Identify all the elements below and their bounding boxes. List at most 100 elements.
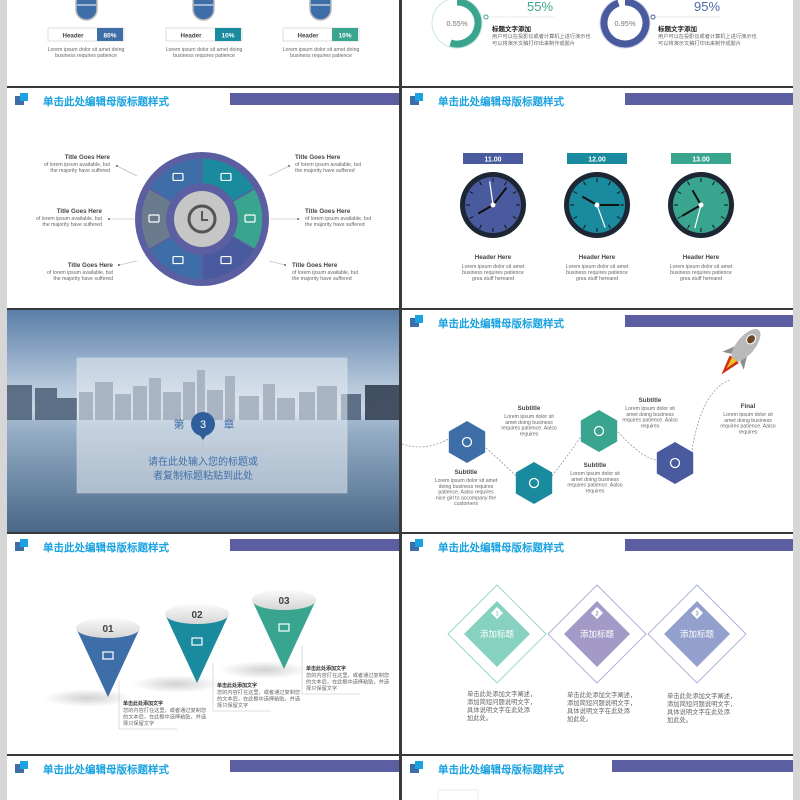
diamond-desc-line: 添加简短问题说明文字，: [567, 698, 636, 707]
clock-hand: [691, 189, 702, 206]
slide-title: 单击此处编辑母版标题样式: [438, 317, 564, 330]
label-line: the majority have suffered: [305, 222, 365, 228]
chapter-suffix: 章: [224, 417, 235, 431]
chapter-graphic: 第 3 章 请在此处输入您的标题或 者复制标题粘贴到此处: [7, 310, 399, 532]
slide-cones[interactable]: 单击此处编辑母版标题样式 01 单击此处添加文字 您的内容打在这里，或者通过复制您的…: [7, 534, 399, 754]
slide-diamonds[interactable]: 单击此处编辑母版标题样式 1 添加标题 单击此处添加文字阐述， 添加简短问题说明文字，…: [402, 534, 793, 754]
title-bar: [612, 760, 793, 772]
row-divider: [7, 86, 793, 88]
step-desc-line: Lorem ipsum dolor sit: [625, 406, 675, 412]
cone-desc-line: 的文本后，在此框中选择粘贴，并选: [123, 713, 206, 721]
step-desc-line: Lorem ipsum dolor sit: [504, 414, 554, 420]
bar-chart-icon: [244, 214, 256, 223]
ring-value: 95%: [694, 0, 720, 14]
cone-desc-line: 的文本后，在此框中选择粘贴，并选: [306, 678, 389, 686]
desc-line: Lorem ipsum dolor sit amet doing: [48, 47, 125, 53]
wheel-segment: [140, 187, 173, 251]
logo-icon: [410, 96, 419, 105]
clock-2: 12.00 Header Here Lorem ipsum dolor sit am…: [564, 153, 630, 282]
diamond-number: 2: [595, 612, 599, 618]
label-line: of lorem ipsum available, but: [36, 216, 103, 222]
cone-number: 03: [278, 596, 290, 607]
wheel-graphic: 单击此处编辑母版标题样式 Title Goes Here of lorem ips…: [15, 93, 399, 286]
label-line: the majority have suffered: [53, 276, 113, 282]
slide-wheel[interactable]: 单击此处编辑母版标题样式 Title Goes Here of lorem ips…: [7, 88, 399, 308]
clock-hand: [489, 181, 494, 206]
clock-hand: [581, 195, 598, 206]
title-bar: [625, 539, 793, 551]
desc-line: 可以将演示文稿打印出来制作成胶片: [658, 39, 741, 47]
label-title: Title Goes Here: [68, 262, 114, 269]
diamond-title-shape[interactable]: [464, 601, 530, 667]
cone-desc-line: 择只保留文字: [217, 701, 248, 709]
slide-header-graphic: 单击此处编辑母版标题样式: [15, 760, 399, 776]
chapter-title-line[interactable]: 者复制标题粘贴到此处: [153, 469, 253, 482]
step-title: Subtitle: [584, 462, 607, 469]
slide-chapter[interactable]: 第 3 章 请在此处输入您的标题或 者复制标题粘贴到此处: [7, 310, 399, 532]
header-box-1: Header 80% Lorem ipsum dolor sit amet do…: [47, 27, 125, 59]
step-desc-line: requires patience. Aalso: [501, 426, 556, 432]
step-desc-line: requires patience. Aalso: [720, 424, 775, 430]
column-divider: [399, 0, 402, 800]
clock-3: 13.00 Header Here Lorem ipsum dolor sit am…: [668, 153, 734, 282]
step-hexagon: [515, 462, 553, 504]
percent-label: 10%: [338, 33, 351, 40]
diamond-desc-line: 加此处。: [667, 715, 692, 724]
wheel: [135, 152, 269, 286]
diamond-2: 2 添加标题单击此处添加文字阐述，添加简短问题说明文字，具体说明文字在此处添加此处…: [547, 584, 647, 723]
wheel-labels: Title Goes Here of lorem ipsum available,…: [36, 154, 372, 282]
slide-title: 单击此处编辑母版标题样式: [43, 95, 169, 108]
slide-next-left[interactable]: 单击此处编辑母版标题样式: [7, 756, 399, 800]
logo-icon: [15, 96, 24, 105]
slide-next-right[interactable]: 单击此处编辑母版标题样式: [402, 756, 793, 800]
header-box-2: Header 10% Lorem ipsum dolor sit amet do…: [165, 27, 243, 59]
dashed-path: [402, 379, 731, 477]
logo-icon: [15, 542, 24, 551]
clock-desc-line: grea stuff hereand: [472, 276, 514, 282]
clock-header: Header Here: [579, 254, 616, 261]
diamond-desc-line: 加此处。: [467, 713, 492, 722]
chapter-title-line[interactable]: 请在此处输入您的标题或: [148, 455, 258, 468]
slide-rocket-timeline[interactable]: 单击此处编辑母版标题样式 Subtitle Lorem ipsum dolor s…: [402, 310, 793, 532]
clock-desc-line: Lorem ipsum dolor sit amet: [566, 264, 629, 270]
slide-title: 单击此处编辑母版标题样式: [43, 541, 169, 554]
desc-line: 用户可以在投影仪或者计算机上进行演示也: [492, 32, 591, 40]
cone-2: 02 单击此处添加文字您的内容打在这里，或者通过复制您的文本后，在此框中选择粘贴，…: [132, 604, 300, 712]
desc-line: 可以将演示文稿打印出来制作成胶片: [492, 39, 575, 47]
clock-hand: [492, 187, 508, 206]
clock-header: Header Here: [475, 254, 512, 261]
calendar-icon: [220, 172, 232, 182]
slide-progress-headers[interactable]: Header 80% Lorem ipsum dolor sit amet do…: [7, 0, 399, 86]
time-label-box: [567, 153, 627, 164]
diamond-label: 添加标题: [580, 629, 615, 639]
monitor-icon: [172, 172, 184, 182]
cone-1: 01 单击此处添加文字您的内容打在这里，或者通过复制您的文本后，在此框中选择粘贴，…: [43, 618, 206, 730]
chapter-prefix: 第: [174, 417, 185, 431]
phone-icon: [148, 214, 160, 223]
step-title: Subtitle: [455, 469, 478, 476]
step-desc-line: customers: [454, 501, 478, 507]
clock-icon: [669, 457, 681, 469]
camera-icon: [191, 637, 203, 646]
row-divider: [7, 754, 793, 756]
diamond-desc-line: 单击此处添加文字阐述，: [567, 690, 636, 699]
slide-header: 单击此处编辑母版标题样式: [15, 93, 399, 108]
diamond-label: 添加标题: [480, 629, 515, 639]
pictures-icon: [102, 651, 114, 660]
diamond-title-shape[interactable]: [564, 601, 630, 667]
logo-icon: [15, 764, 24, 773]
cone-number: 02: [191, 610, 203, 621]
label-line: of lorem ipsum available, but: [44, 162, 111, 168]
diamond-title-shape[interactable]: [664, 601, 730, 667]
step-hexagon: [448, 421, 486, 463]
step-desc-line: amet doing business: [724, 418, 772, 424]
percent-label: 80%: [103, 33, 116, 40]
envelope-icon: [278, 623, 290, 632]
time-label: 11.00: [484, 157, 501, 164]
slide-ring-percent[interactable]: 0.55% 55% 标题文字添加 用户可以在投影仪或者计算机上进行演示也 可以将…: [402, 0, 793, 86]
clock-icon: [187, 204, 217, 234]
slide-clocks[interactable]: 单击此处编辑母版标题样式 11.00 Header Here Lorem ipsum…: [402, 88, 793, 308]
